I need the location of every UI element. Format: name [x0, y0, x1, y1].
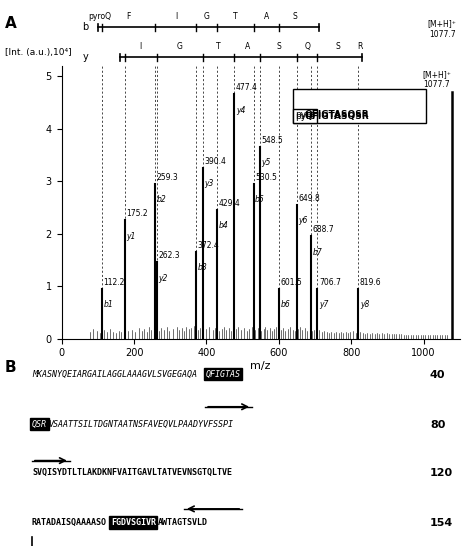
Text: b3: b3 [198, 264, 208, 272]
Text: A: A [5, 16, 17, 31]
Text: 175.2: 175.2 [127, 209, 148, 218]
Text: R: R [357, 42, 363, 51]
Text: 429.4: 429.4 [219, 199, 240, 208]
Text: QFIGTASQSR: QFIGTASQSR [305, 111, 370, 121]
Text: F: F [127, 12, 131, 21]
Text: 40: 40 [430, 370, 446, 379]
Text: 548.5: 548.5 [262, 136, 283, 145]
Text: 262.3: 262.3 [158, 251, 180, 260]
Text: y6: y6 [298, 216, 308, 225]
Text: 120: 120 [430, 468, 453, 478]
Text: FGDVSGIVR: FGDVSGIVR [111, 518, 156, 527]
Text: b6: b6 [281, 300, 291, 309]
Text: A: A [264, 12, 269, 21]
Text: S: S [276, 42, 281, 51]
Text: QFIGTASQSR: QFIGTASQSR [305, 110, 370, 119]
Text: y: y [83, 52, 89, 62]
Text: A: A [245, 42, 250, 51]
Text: 372.4: 372.4 [198, 241, 219, 250]
Text: QFIGTAS: QFIGTAS [205, 370, 240, 378]
Text: 112.2: 112.2 [104, 277, 125, 287]
Text: y2: y2 [158, 274, 167, 283]
Text: [M+H]⁺
1077.7: [M+H]⁺ 1077.7 [423, 70, 452, 89]
Text: b1: b1 [104, 300, 113, 309]
Text: 819.6: 819.6 [360, 277, 382, 287]
Text: y8: y8 [360, 300, 369, 309]
Text: G: G [204, 12, 210, 21]
Text: [M+H]⁺
1077.7: [M+H]⁺ 1077.7 [427, 19, 456, 39]
Text: I: I [140, 42, 142, 51]
Text: y4: y4 [236, 106, 245, 115]
Text: b5: b5 [255, 195, 265, 204]
Text: RATADAISQAAAASO: RATADAISQAAAASO [32, 518, 107, 527]
Text: pyro: pyro [295, 111, 315, 121]
Text: 154: 154 [430, 518, 453, 528]
Text: b7: b7 [312, 248, 322, 257]
Text: y1: y1 [127, 232, 136, 241]
Text: G: G [177, 42, 182, 51]
Text: 390.4: 390.4 [204, 157, 226, 166]
Text: T: T [216, 42, 221, 51]
Text: 530.5: 530.5 [255, 173, 277, 181]
Text: 477.4: 477.4 [236, 84, 258, 92]
Text: 688.7: 688.7 [312, 225, 334, 234]
Text: B: B [5, 360, 17, 375]
Text: b2: b2 [157, 195, 167, 204]
Text: 601.5: 601.5 [281, 277, 302, 287]
Text: pyroQ: pyroQ [89, 12, 111, 21]
Text: 259.3: 259.3 [157, 173, 179, 181]
Text: [Int. (a.u.),10⁴]: [Int. (a.u.),10⁴] [5, 49, 72, 57]
Text: 80: 80 [430, 420, 446, 430]
Text: y3: y3 [204, 180, 214, 188]
Text: b: b [82, 22, 89, 32]
X-axis label: m/z: m/z [250, 361, 271, 371]
Text: 649.8: 649.8 [298, 193, 320, 203]
Text: T: T [233, 12, 237, 21]
Text: VSAATTSILTDGNTAATNSFAVEQVLPAADYVFSSPI: VSAATTSILTDGNTAATNSFAVEQVLPAADYVFSSPI [48, 420, 233, 429]
Text: pyro: pyro [295, 110, 315, 119]
Text: AWTAGTSVLD: AWTAGTSVLD [158, 518, 208, 527]
Text: SVQISYDTLTLAKDKNFVAITGAVLTATVEVNSGTQLTVE: SVQISYDTLTLAKDKNFVAITGAVLTATVEVNSGTQLTVE [32, 468, 232, 477]
Text: I: I [175, 12, 177, 21]
Text: QSR: QSR [32, 420, 47, 429]
Text: S: S [336, 42, 340, 51]
Text: MKASNYQEIARGAILAGGLAAAGVLSVGEGAQA: MKASNYQEIARGAILAGGLAAAGVLSVGEGAQA [32, 370, 197, 378]
Text: b4: b4 [219, 222, 228, 230]
Text: 706.7: 706.7 [319, 277, 341, 287]
Text: y5: y5 [262, 158, 271, 168]
Text: Q: Q [304, 42, 310, 51]
FancyBboxPatch shape [292, 89, 427, 123]
Text: y7: y7 [319, 300, 328, 309]
Text: S: S [293, 12, 298, 21]
